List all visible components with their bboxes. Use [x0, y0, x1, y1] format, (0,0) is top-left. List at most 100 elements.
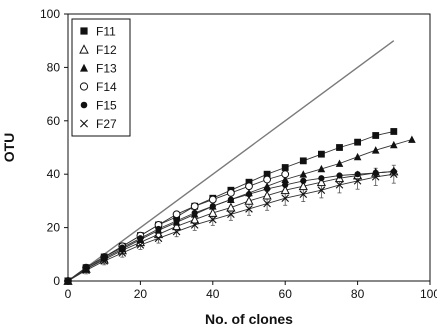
cross-stroke [209, 215, 217, 224]
data-point-f27 [263, 199, 271, 208]
y-tick-label: 60 [47, 114, 61, 128]
data-point-f15 [101, 253, 108, 261]
data-point-f11 [336, 144, 343, 151]
data-point-f15 [209, 203, 216, 210]
cross-stroke [281, 194, 289, 203]
cross-stroke [100, 257, 108, 265]
data-point-f15 [245, 191, 253, 198]
data-point-f15 [137, 235, 144, 242]
data-point-f13 [390, 140, 398, 149]
cross-stroke [190, 221, 199, 229]
cross-stroke [245, 205, 253, 213]
data-point-f27 [299, 190, 308, 199]
x-tick-label: 40 [206, 287, 220, 301]
plot-frame-layer [67, 13, 431, 282]
cross-stroke [335, 181, 344, 189]
reference-line-layer [67, 40, 395, 282]
data-point-f11 [318, 150, 325, 158]
data-point-f11 [390, 128, 398, 135]
legend-label-f27: F27 [96, 117, 117, 131]
data-point-f14 [227, 188, 235, 197]
legend-box [71, 18, 131, 137]
cross-stroke [136, 241, 145, 249]
series-line-f13 [67, 139, 413, 282]
cross-stroke [371, 173, 380, 181]
cross-stroke [263, 199, 271, 208]
legend-marker-f12 [79, 44, 89, 54]
data-point-f13 [317, 164, 326, 173]
legend-label-f15: F15 [96, 99, 117, 113]
data-point-f27 [353, 177, 362, 185]
data-point-f27 [136, 241, 145, 249]
data-point-f15 [354, 171, 361, 178]
data-point-f27 [245, 205, 253, 213]
data-point-f12 [208, 207, 218, 217]
data-point-f11 [372, 132, 380, 139]
data-point-f27 [100, 257, 108, 265]
x-tick-label: 0 [65, 287, 72, 301]
data-point-f14 [208, 195, 217, 204]
data-point-f11 [299, 157, 307, 165]
data-point-f12 [244, 195, 254, 205]
data-point-f11 [281, 164, 289, 171]
data-point-f12 [280, 185, 290, 195]
data-point-f15 [300, 177, 307, 184]
data-point-f15 [264, 185, 271, 192]
data-point-f27 [371, 173, 380, 181]
cross-stroke [82, 266, 90, 275]
data-point-f12 [171, 221, 182, 231]
data-point-f27 [390, 170, 398, 178]
data-point-f15 [155, 225, 162, 233]
legend-marker-f14 [79, 82, 89, 91]
data-point-f27 [190, 221, 199, 229]
data-point-f15 [372, 169, 379, 176]
cross-stroke [118, 249, 127, 257]
data-point-f15 [336, 172, 343, 179]
cross-stroke [390, 170, 398, 178]
x-axis-title: No. of clones [205, 311, 293, 327]
data-point-f15 [173, 217, 180, 225]
data-point-f13 [408, 135, 416, 143]
x-tick-label: 60 [279, 287, 293, 301]
data-point-f27 [82, 266, 90, 275]
data-point-f15 [282, 181, 289, 188]
data-point-f13 [281, 175, 289, 183]
data-point-f15 [119, 244, 126, 251]
legend-label-f11: F11 [96, 25, 116, 39]
data-point-f11 [354, 138, 361, 146]
legend-marker-f15 [80, 101, 88, 109]
cross-stroke [299, 190, 308, 199]
data-point-f12 [316, 177, 327, 187]
cross-stroke [353, 177, 362, 185]
y-tick-label: 80 [47, 60, 61, 74]
data-point-f27 [118, 249, 127, 257]
y-axis-title: OTU [1, 133, 17, 163]
data-point-f12 [226, 202, 236, 212]
data-point-f27 [335, 181, 344, 189]
legend-marker-f27 [80, 119, 88, 128]
data-point-f12 [262, 190, 272, 200]
data-point-f15 [227, 196, 234, 203]
legend-marker-f13 [80, 63, 88, 72]
y-tick-label: 100 [40, 7, 60, 21]
data-point-f15 [191, 209, 198, 217]
x-tick-label: 100 [420, 287, 437, 301]
legend-label-f12: F12 [96, 43, 117, 57]
data-point-f13 [353, 152, 362, 161]
data-point-f12 [190, 214, 200, 224]
x-tick-label: 80 [351, 287, 365, 301]
data-point-f13 [335, 159, 344, 167]
data-point-f27 [209, 215, 217, 224]
legend-label-f14: F14 [96, 80, 117, 94]
data-point-f14 [263, 175, 272, 184]
data-point-f11 [245, 178, 253, 186]
data-point-f27 [227, 210, 235, 219]
reference-line [67, 40, 395, 282]
cross-stroke [317, 186, 326, 195]
data-point-f27 [317, 186, 326, 195]
legend-marker-f11 [80, 27, 88, 35]
data-point-f27 [281, 194, 289, 203]
data-point-f11 [263, 170, 271, 178]
data-point-f14 [245, 182, 253, 191]
